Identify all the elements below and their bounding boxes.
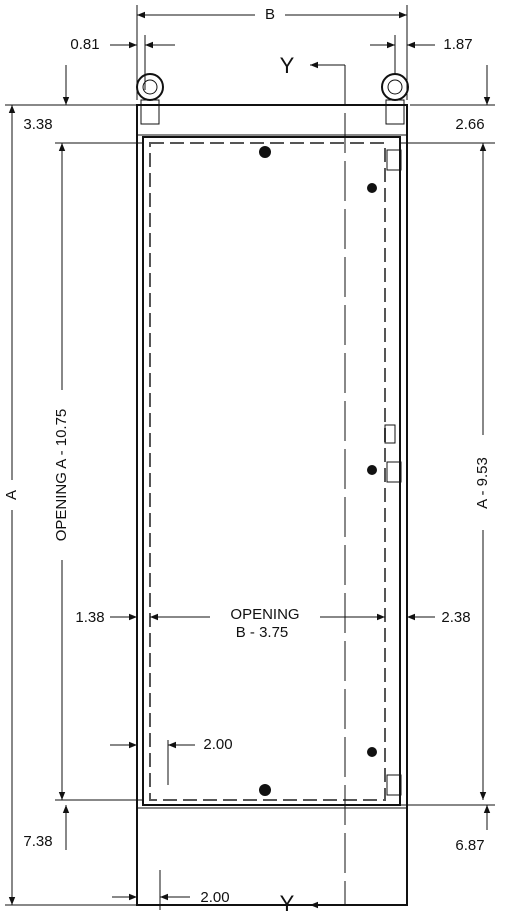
dim-label: B: [265, 6, 275, 23]
dim-label: 1.38: [75, 609, 104, 626]
dim-label: 6.87: [455, 837, 484, 854]
dim-label: 3.38: [23, 116, 52, 133]
section-label: Y: [280, 53, 295, 78]
dim-label: A: [3, 490, 20, 500]
dimension-lines: [5, 5, 495, 910]
labels: B 0.81 1.87 Y 3.38 2.66 A OPENING A - 10…: [3, 6, 491, 916]
enclosure: [136, 73, 409, 906]
dim-label: 0.81: [70, 36, 99, 53]
dim-label: 7.38: [23, 833, 52, 850]
dim-label: 2.66: [455, 116, 484, 133]
dim-label: 2.38: [441, 609, 470, 626]
dim-label: 1.87: [443, 36, 472, 53]
dim-label: OPENING: [230, 606, 299, 623]
dim-label: 2.00: [200, 889, 229, 906]
dim-label: A - 9.53: [474, 457, 491, 509]
section-label: Y: [280, 891, 295, 915]
dim-label: B - 3.75: [236, 624, 289, 641]
dim-label: OPENING A - 10.75: [53, 409, 70, 542]
dim-label: 2.00: [203, 736, 232, 753]
